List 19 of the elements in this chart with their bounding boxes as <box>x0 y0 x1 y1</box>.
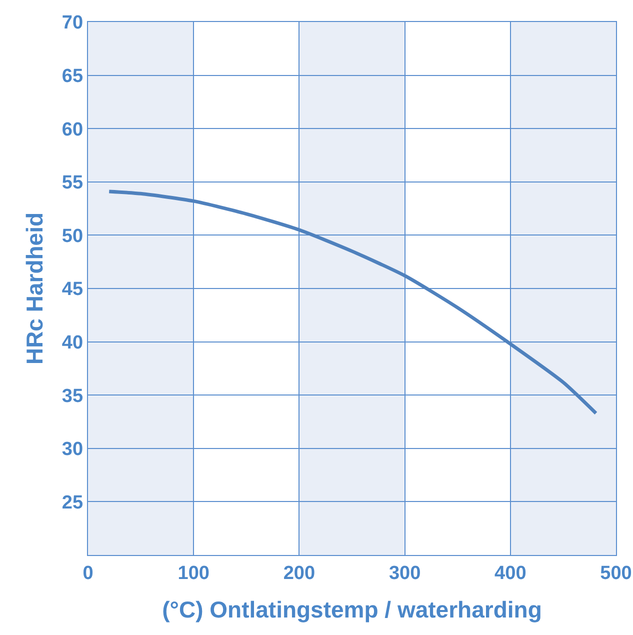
y-tick-label: 70 <box>62 12 84 34</box>
y-tick-label: 45 <box>62 279 84 300</box>
y-tick-label: 30 <box>62 439 84 460</box>
y-tick-label: 40 <box>62 332 84 354</box>
x-axis-title: (°C) Ontlatingstemp / waterharding <box>162 596 542 623</box>
y-tick-label: 55 <box>62 172 84 194</box>
y-tick-label: 50 <box>62 226 84 247</box>
x-tick-label: 300 <box>388 562 421 584</box>
x-tick-label: 100 <box>178 562 210 584</box>
x-tick-label: 400 <box>494 562 526 584</box>
x-tick-label: 200 <box>283 562 316 584</box>
x-tick-label: 500 <box>600 562 632 584</box>
line-series <box>107 190 598 415</box>
y-tick-label: 25 <box>62 492 84 514</box>
y-tick-label: 65 <box>62 66 84 87</box>
x-tick-label: 0 <box>82 562 94 584</box>
y-tick-label: 35 <box>62 386 84 407</box>
y-axis-title: HRc Hardheid <box>21 212 48 365</box>
y-tick-label: 60 <box>62 119 84 140</box>
